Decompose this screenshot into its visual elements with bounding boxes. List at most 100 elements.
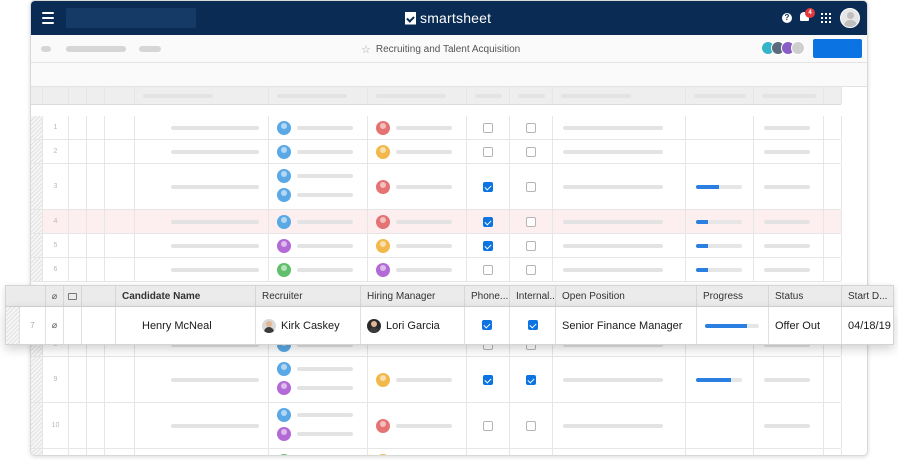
row-drag-handle[interactable] [6, 307, 20, 344]
grid-cell[interactable] [553, 357, 686, 402]
collaborator-avatar[interactable] [791, 41, 805, 55]
grid-cell[interactable] [686, 403, 754, 448]
grid-cell[interactable] [842, 116, 867, 139]
internal-checkbox[interactable] [526, 265, 536, 275]
header-status[interactable]: Status [769, 286, 842, 306]
grid-cell[interactable] [824, 357, 842, 402]
grid-cell[interactable] [69, 116, 87, 139]
grid-cell[interactable] [69, 234, 87, 257]
header-candidate-name[interactable]: Candidate Name [116, 286, 256, 306]
header-recruiter[interactable]: Recruiter [256, 286, 361, 306]
grid-cell[interactable] [467, 164, 510, 209]
grid-header-cell[interactable] [368, 87, 467, 104]
grid-cell[interactable] [842, 140, 867, 163]
header-phone-screen[interactable]: Phone... [465, 286, 510, 306]
grid-cell[interactable] [135, 357, 269, 402]
grid-cell[interactable] [686, 258, 754, 281]
hiring-manager-cell[interactable]: Lori Garcia [361, 307, 465, 344]
grid-cell[interactable] [686, 140, 754, 163]
grid-header-cell[interactable] [553, 87, 686, 104]
grid-cell[interactable] [467, 403, 510, 448]
grid-cell[interactable] [368, 258, 467, 281]
phone-screen-checkbox[interactable] [483, 217, 493, 227]
grid-header-cell[interactable] [31, 87, 43, 104]
grid-cell[interactable] [467, 357, 510, 402]
grid-cell[interactable] [754, 210, 824, 233]
grid-header-cell[interactable] [467, 87, 510, 104]
grid-cell[interactable] [842, 164, 867, 209]
grid-cell[interactable] [269, 140, 368, 163]
grid-header-cell[interactable] [686, 87, 754, 104]
phone-screen-checkbox[interactable] [483, 375, 493, 385]
grid-cell[interactable] [824, 403, 842, 448]
grid-cell[interactable] [69, 403, 87, 448]
grid-cell[interactable] [69, 210, 87, 233]
grid-cell[interactable] [842, 258, 867, 281]
grid-cell[interactable] [105, 140, 135, 163]
grid-cell[interactable] [686, 210, 754, 233]
grid-header-cell[interactable] [824, 87, 842, 104]
grid-cell[interactable] [754, 449, 824, 455]
grid-cell[interactable] [754, 357, 824, 402]
share-button[interactable] [813, 39, 862, 58]
grid-cell[interactable] [553, 403, 686, 448]
grid-cell[interactable] [87, 116, 105, 139]
grid-cell[interactable] [269, 210, 368, 233]
favorite-star-icon[interactable]: ☆ [361, 43, 371, 56]
internal-checkbox[interactable] [526, 421, 536, 431]
recruiter-cell[interactable]: Kirk Caskey [256, 307, 361, 344]
grid-cell[interactable] [686, 449, 754, 455]
grid-cell[interactable] [510, 140, 553, 163]
grid-cell[interactable] [686, 357, 754, 402]
grid-cell[interactable] [105, 258, 135, 281]
grid-header-cell[interactable] [269, 87, 368, 104]
grid-header-cell[interactable] [842, 87, 867, 104]
grid-cell[interactable] [510, 403, 553, 448]
grid-cell[interactable] [824, 449, 842, 455]
grid-cell[interactable] [553, 234, 686, 257]
grid-cell[interactable] [824, 140, 842, 163]
grid-cell[interactable] [754, 140, 824, 163]
grid-cell[interactable] [368, 140, 467, 163]
phone-screen-checkbox[interactable] [483, 147, 493, 157]
grid-cell[interactable] [269, 357, 368, 402]
list-item[interactable]: 4 [31, 210, 842, 234]
grid-cell[interactable] [510, 357, 553, 402]
header-start-date[interactable]: Start D... [848, 290, 888, 302]
grid-cell[interactable] [467, 258, 510, 281]
grid-header-cell[interactable] [510, 87, 553, 104]
grid-cell[interactable] [467, 116, 510, 139]
grid-cell[interactable] [553, 164, 686, 209]
list-item[interactable]: 6 [31, 258, 842, 282]
list-item[interactable]: 11 [31, 449, 842, 455]
grid-cell[interactable] [824, 116, 842, 139]
phone-screen-checkbox[interactable] [482, 320, 492, 330]
grid-cell[interactable] [105, 357, 135, 402]
grid-cell[interactable] [510, 234, 553, 257]
row-comment[interactable] [64, 307, 82, 344]
grid-cell[interactable] [31, 258, 43, 281]
grid-cell[interactable] [553, 210, 686, 233]
grid-cell[interactable] [368, 116, 467, 139]
search-box[interactable] [66, 8, 196, 28]
grid-cell[interactable] [105, 449, 135, 455]
grid-header-cell[interactable] [105, 87, 135, 104]
grid-cell[interactable] [754, 164, 824, 209]
grid-cell[interactable] [87, 403, 105, 448]
grid-cell[interactable] [69, 449, 87, 455]
phone-screen-cell[interactable] [465, 307, 510, 344]
grid-cell[interactable] [467, 210, 510, 233]
grid-cell[interactable] [686, 234, 754, 257]
grid-cell[interactable] [31, 164, 43, 209]
phone-screen-checkbox[interactable] [483, 421, 493, 431]
grid-cell[interactable] [842, 234, 867, 257]
grid-cell[interactable] [135, 258, 269, 281]
grid-cell[interactable] [368, 164, 467, 209]
grid-cell[interactable] [824, 258, 842, 281]
grid-cell[interactable] [269, 164, 368, 209]
grid-cell[interactable] [824, 164, 842, 209]
grid-cell[interactable] [467, 234, 510, 257]
notifications-icon[interactable] [800, 12, 810, 23]
grid-cell[interactable] [87, 449, 105, 455]
grid-cell[interactable] [368, 357, 467, 402]
